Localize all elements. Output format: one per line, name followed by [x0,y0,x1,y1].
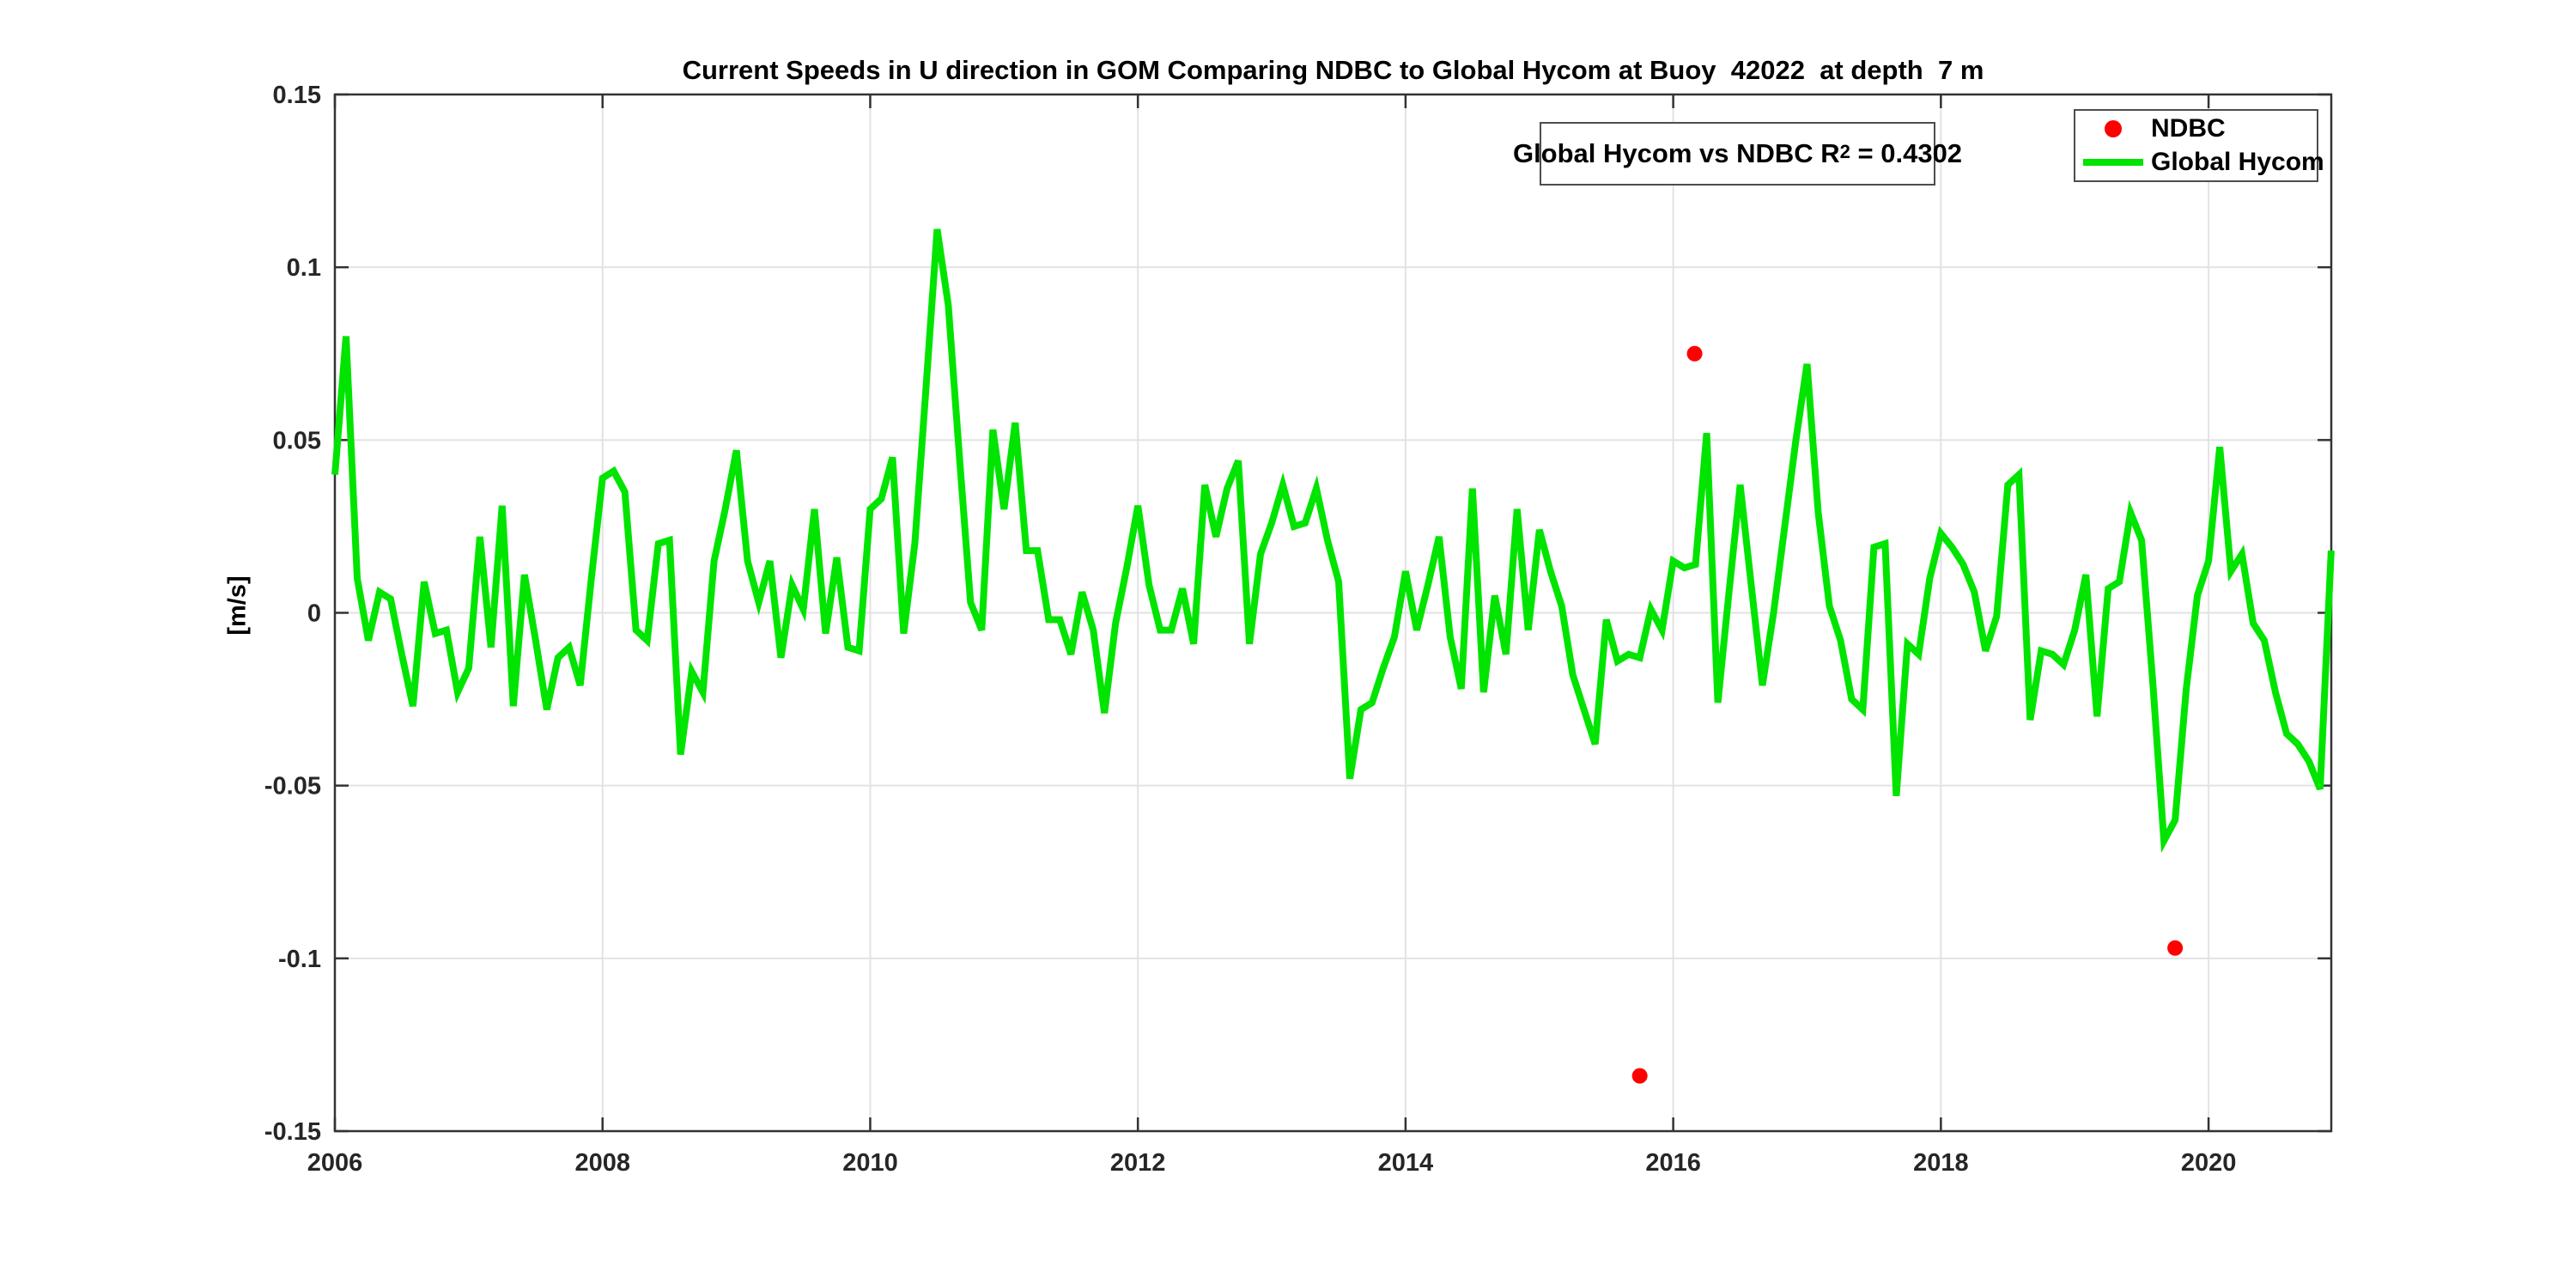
annotation-superscript: 2 [1839,141,1850,162]
plot-title: Current Speeds in U direction in GOM Com… [682,55,1984,85]
y-tick-label: -0.1 [278,946,321,973]
ndbc-marker-icon [2105,120,2122,138]
x-tick-label: 2016 [1645,1149,1701,1177]
y-tick-label: 0.1 [287,254,321,282]
legend-swatch-global-hycom [2075,158,2151,166]
x-tick-label: 2018 [1913,1149,1969,1177]
y-tick-label: -0.15 [264,1118,321,1146]
x-tick-label: 2008 [574,1149,630,1177]
y-tick-label: 0.15 [273,82,321,109]
x-tick-label: 2020 [2181,1149,2237,1177]
y-tick-label: 0.05 [273,427,321,454]
x-tick-label: 2014 [1378,1149,1434,1177]
ndbc-point [1631,1068,1648,1084]
annotation-text-suffix: = 0.4302 [1850,138,1963,168]
legend-label-ndbc: NDBC [2151,114,2226,143]
hycom-line-icon [2083,158,2143,166]
hycom-line [331,228,2335,854]
ndbc-point [2167,940,2184,956]
ndbc-point [1686,345,1703,362]
legend-item-global-hycom: Global Hycom [2075,146,2324,179]
legend-swatch-ndbc [2075,120,2151,138]
legend: NDBC Global Hycom [2074,109,2324,182]
legend-item-ndbc: NDBC [2075,113,2317,145]
annotation-text-prefix: Global Hycom vs NDBC R [1512,138,1840,168]
legend-label-global-hycom: Global Hycom [2151,147,2324,176]
y-tick-label: -0.05 [264,773,321,800]
x-tick-label: 2012 [1110,1149,1166,1177]
y-tick-label: 0 [307,600,321,628]
x-tick-label: 2010 [842,1149,898,1177]
x-tick-label: 2006 [307,1149,363,1177]
